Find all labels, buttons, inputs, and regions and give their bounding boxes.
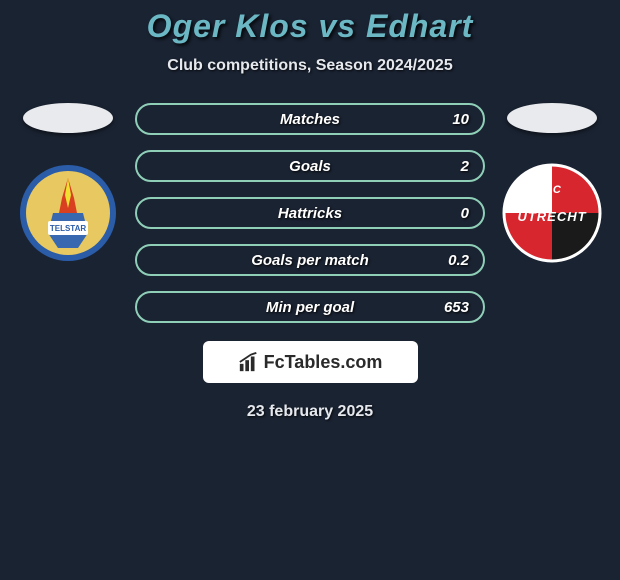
main-row: TELSTAR Matches 10 Goals 2 Hattricks 0 G… bbox=[0, 103, 620, 323]
stat-label: Matches bbox=[280, 111, 340, 128]
stat-label: Min per goal bbox=[266, 299, 354, 316]
stat-row-hattricks: Hattricks 0 bbox=[135, 197, 485, 229]
player-placeholder-right bbox=[507, 103, 597, 133]
brand-text: FcTables.com bbox=[264, 352, 383, 373]
stat-row-goals: Goals 2 bbox=[135, 150, 485, 182]
stat-right-value: 10 bbox=[452, 111, 469, 128]
stat-right-value: 0 bbox=[461, 205, 469, 222]
svg-text:UTRECHT: UTRECHT bbox=[517, 209, 586, 224]
stat-label: Hattricks bbox=[278, 205, 342, 222]
left-column: TELSTAR bbox=[13, 103, 123, 263]
stat-label: Goals per match bbox=[251, 252, 369, 269]
stats-column: Matches 10 Goals 2 Hattricks 0 Goals per… bbox=[135, 103, 485, 323]
comparison-card: Oger Klos vs Edhart Club competitions, S… bbox=[0, 0, 620, 421]
stat-row-matches: Matches 10 bbox=[135, 103, 485, 135]
stat-right-value: 653 bbox=[444, 299, 469, 316]
stat-row-goals-per-match: Goals per match 0.2 bbox=[135, 244, 485, 276]
page-title: Oger Klos vs Edhart bbox=[0, 8, 620, 45]
stat-label: Goals bbox=[289, 158, 331, 175]
stat-right-value: 0.2 bbox=[448, 252, 469, 269]
brand-badge[interactable]: FcTables.com bbox=[203, 341, 418, 383]
player-placeholder-left bbox=[23, 103, 113, 133]
club-logo-right: F C UTRECHT bbox=[502, 163, 602, 263]
stat-right-value: 2 bbox=[461, 158, 469, 175]
club-logo-left: TELSTAR bbox=[18, 163, 118, 263]
stat-row-min-per-goal: Min per goal 653 bbox=[135, 291, 485, 323]
date-text: 23 february 2025 bbox=[0, 403, 620, 421]
chart-icon bbox=[238, 351, 260, 373]
right-column: F C UTRECHT bbox=[497, 103, 607, 263]
subtitle-text: Club competitions, Season 2024/2025 bbox=[0, 57, 620, 75]
svg-text:TELSTAR: TELSTAR bbox=[50, 224, 87, 233]
svg-text:F C: F C bbox=[543, 184, 562, 196]
